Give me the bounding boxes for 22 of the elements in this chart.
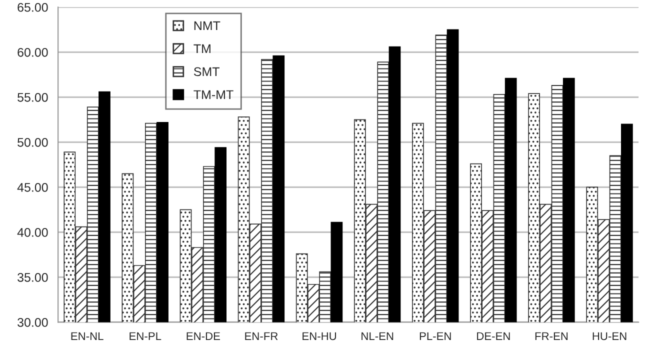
x-tick-label: DE-EN [477,332,510,340]
x-tick-label: PL-EN [420,332,451,340]
legend-label: NMT [194,21,220,30]
y-tick-label: 30.00 [18,318,48,327]
legend-label: TM-MT [194,90,234,99]
x-tick-label: FR-EN [535,332,568,340]
y-tick-label: 35.00 [18,272,48,282]
x-tick-label: EN-DE [186,332,220,340]
legend-label: SMT [194,67,220,76]
x-tick-label: EN-HU [302,332,336,340]
y-tick-label: 50.00 [18,138,48,147]
x-tick-label: HU-EN [592,332,626,340]
x-tick-label: EN-FR [245,332,278,340]
x-tick-label: EN-PL [130,332,162,340]
y-tick-label: 60.00 [18,48,48,57]
legend-label: TM [194,44,210,54]
y-tick-label: 45.00 [17,182,48,192]
x-tick-label: NL-EN [362,332,394,340]
x-tick-label: EN-NL [71,332,104,340]
y-tick-label: 55.00 [18,92,48,102]
y-tick-label: 40.00 [17,228,48,237]
y-tick-label: 65.00 [18,2,48,12]
